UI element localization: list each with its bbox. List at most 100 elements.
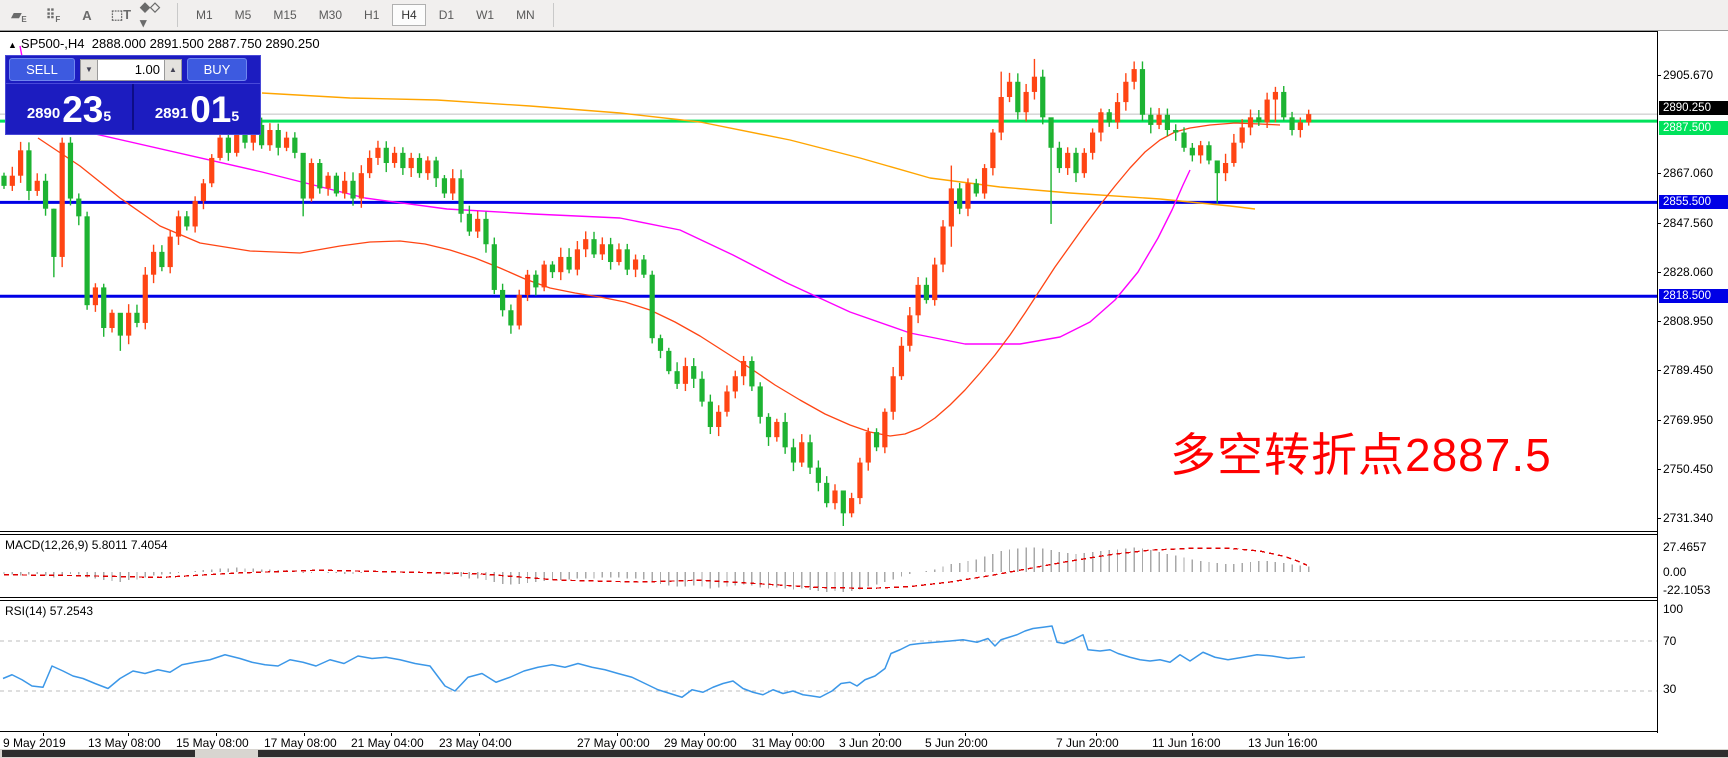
ohlc-close: 2890.250 xyxy=(265,36,320,51)
buy-price-stem: 2891 xyxy=(154,105,189,122)
price-tick-label: 2789.450 xyxy=(1663,363,1714,378)
price-tick-label: 2828.060 xyxy=(1663,265,1714,279)
time-tick-label: 13 May 08:00 xyxy=(88,736,161,750)
timeframe-mn[interactable]: MN xyxy=(516,8,535,22)
price-tick-label: 2731.340 xyxy=(1663,510,1714,525)
price-tick-label: 2905.670 xyxy=(1663,68,1714,82)
buy-quote[interactable]: 2891 01 5 xyxy=(134,84,260,130)
time-tick xyxy=(216,733,217,736)
fibonacci-icon[interactable]: ⠿ F xyxy=(45,7,61,24)
time-tick xyxy=(128,733,129,736)
timeframe-h4[interactable]: H4 xyxy=(392,4,426,26)
volume-increase-button[interactable]: ▲ xyxy=(164,58,182,81)
price-tick xyxy=(1657,173,1661,174)
time-tick xyxy=(391,733,392,736)
panel-separator[interactable] xyxy=(0,597,1658,598)
time-tick-label: 3 Jun 20:00 xyxy=(839,736,902,750)
main-price-chart xyxy=(0,45,1658,527)
sell-quote[interactable]: 2890 23 5 xyxy=(6,84,134,130)
volume-decrease-button[interactable]: ▼ xyxy=(80,58,98,81)
time-tick-label: 7 Jun 20:00 xyxy=(1056,736,1119,750)
scrollbar-thumb[interactable] xyxy=(258,750,1728,757)
rsi-indicator-chart xyxy=(0,625,1658,698)
time-tick-label: 21 May 04:00 xyxy=(351,736,424,750)
timeframe-m1[interactable]: M1 xyxy=(196,8,213,22)
macd-tick-label: 0.00 xyxy=(1663,565,1687,579)
time-tick-label: 27 May 00:00 xyxy=(577,736,650,750)
time-tick-label: 9 May 2019 xyxy=(3,736,66,750)
chart-window: ▲ SP500-,H4 2888.000 2891.500 2887.750 28… xyxy=(0,31,1728,758)
macd-tick-label: -22.1053 xyxy=(1663,583,1711,597)
text-label-icon[interactable]: ⬚T xyxy=(110,7,132,22)
time-tick xyxy=(1192,733,1193,736)
time-tick xyxy=(304,733,305,736)
text-icon[interactable]: A xyxy=(82,7,92,23)
time-tick xyxy=(479,733,480,736)
time-tick xyxy=(1288,733,1289,736)
time-tick xyxy=(617,733,618,736)
rsi-tick-label: 30 xyxy=(1663,682,1677,696)
timeframe-w1[interactable]: W1 xyxy=(476,8,495,22)
toolbar-separator xyxy=(552,3,554,27)
buy-price-sup: 5 xyxy=(231,108,240,124)
time-tick-label: 13 Jun 16:00 xyxy=(1248,736,1318,750)
scrollbar-thumb[interactable] xyxy=(2,750,195,757)
price-tick-label: 2867.060 xyxy=(1663,166,1714,180)
time-axis[interactable]: 9 May 2019 13 May 08:00 15 May 08:00 17 May… xyxy=(0,733,1658,750)
price-badge: 2855.500 xyxy=(1659,195,1728,210)
price-tick xyxy=(1657,272,1661,273)
time-tick-label: 5 Jun 20:00 xyxy=(925,736,988,750)
price-badge: 2818.500 xyxy=(1659,289,1728,304)
equidistant-channel-icon[interactable]: ▰ E xyxy=(11,7,27,24)
shapes-icon[interactable]: ◆◇ ▾ xyxy=(140,0,160,30)
panel-separator xyxy=(0,534,1658,535)
macd-tick-label: 27.4657 xyxy=(1663,540,1707,554)
sell-button[interactable]: SELL xyxy=(9,58,75,81)
macd-indicator-chart xyxy=(3,547,1310,593)
price-tick-label: 2769.950 xyxy=(1663,412,1714,427)
timeframe-buttons: M1 M5 M15 M30 H1 H4 D1 W1 MN xyxy=(185,4,546,26)
price-tick-label: 2847.560 xyxy=(1663,215,1714,230)
collapse-arrow-icon[interactable]: ▲ xyxy=(8,40,17,50)
symbol-label: SP500-,H4 xyxy=(20,36,85,51)
ohlc-high: 2891.500 xyxy=(149,36,204,51)
time-tick-label: 17 May 08:00 xyxy=(264,736,337,750)
price-badge: 2887.500 xyxy=(1659,121,1728,136)
annotation-text: 多空转折点2887.5 xyxy=(1170,429,1552,481)
price-tick-label: 2808.950 xyxy=(1663,313,1714,328)
price-tick xyxy=(1657,469,1661,471)
time-tick-label: 31 May 00:00 xyxy=(752,736,825,750)
price-tick xyxy=(1657,370,1661,372)
buy-button[interactable]: BUY xyxy=(187,58,247,81)
chart-title: ▲ SP500-,H4 2888.000 2891.500 2887.750 28… xyxy=(8,36,320,51)
timeframe-h1[interactable]: H1 xyxy=(364,8,380,22)
timeframe-d1[interactable]: D1 xyxy=(438,8,455,22)
timeframe-m30[interactable]: M30 xyxy=(318,8,343,22)
price-tick xyxy=(1657,517,1661,519)
time-tick xyxy=(43,733,44,736)
panel-separator[interactable] xyxy=(0,531,1658,532)
horizontal-scrollbar xyxy=(0,749,1728,758)
volume-input[interactable] xyxy=(98,58,164,81)
time-tick xyxy=(879,733,880,736)
rsi-tick-label: 100 xyxy=(1663,602,1684,616)
sell-price-stem: 2890 xyxy=(26,105,61,122)
time-tick xyxy=(1096,733,1097,736)
price-tick xyxy=(1657,222,1661,224)
panel-separator xyxy=(0,600,1658,601)
timeframe-m5[interactable]: M5 xyxy=(234,8,252,22)
sell-price-big: 23 xyxy=(62,88,104,130)
toolbar-separator xyxy=(177,3,178,27)
timeframe-m15[interactable]: M15 xyxy=(273,8,297,22)
price-tick-label: 2750.450 xyxy=(1663,462,1714,477)
price-badge: 2890.250 xyxy=(1659,101,1728,116)
time-tick xyxy=(792,733,793,736)
time-tick-label: 11 Jun 16:00 xyxy=(1152,736,1221,750)
price-tick xyxy=(1657,320,1661,322)
rsi-label: RSI(14) 57.2543 xyxy=(5,604,94,618)
sell-price-sup: 5 xyxy=(103,108,112,124)
price-tick xyxy=(1657,75,1661,76)
ohlc-low: 2887.750 xyxy=(207,36,262,51)
rsi-tick-label: 70 xyxy=(1663,634,1677,648)
